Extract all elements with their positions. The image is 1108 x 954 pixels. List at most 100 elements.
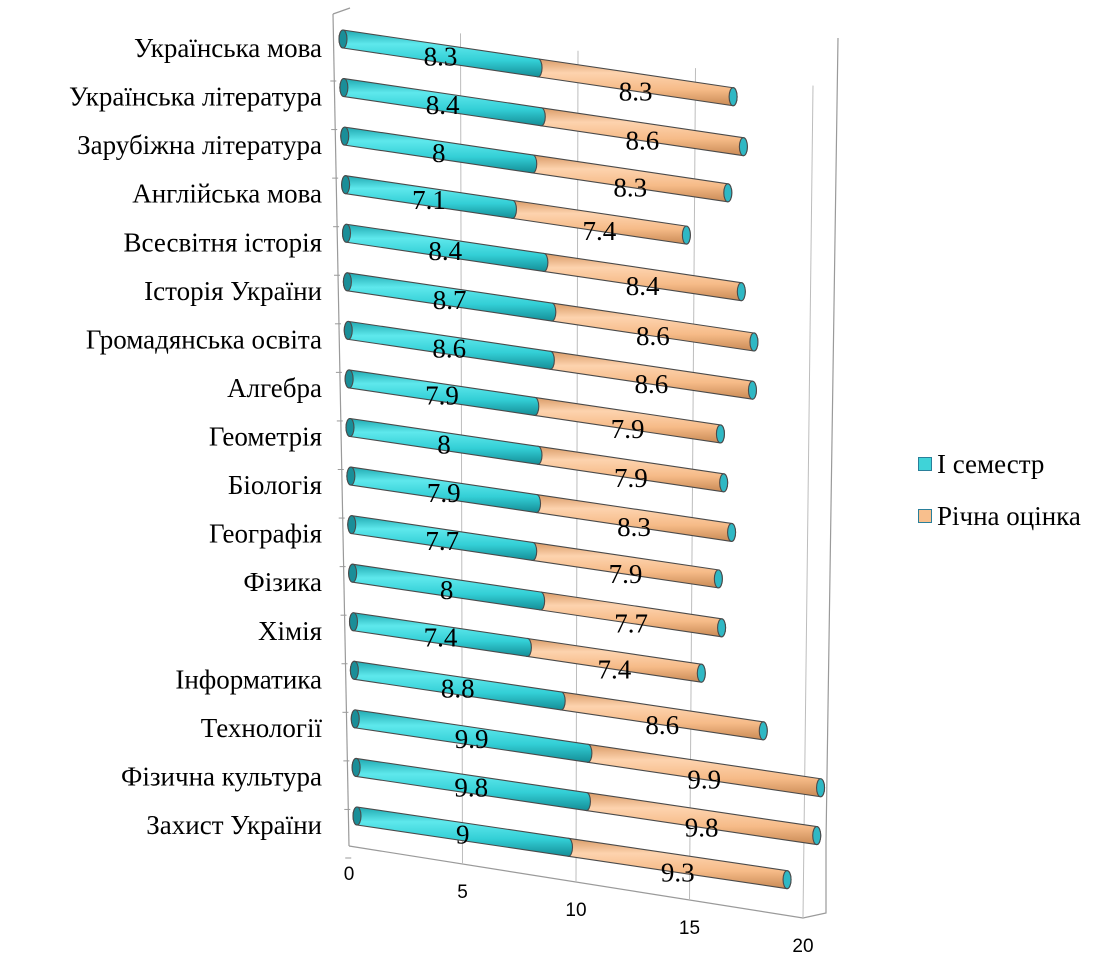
value-label-semester: 7.4: [424, 623, 458, 653]
category-label: Українська мова: [134, 33, 322, 63]
category-label: Технології: [201, 713, 323, 743]
legend-label-annual: Річна оцінка: [937, 500, 1081, 531]
value-label-semester: 7.9: [425, 381, 459, 411]
value-label-annual: 8.3: [619, 76, 653, 106]
value-label-semester: 8: [437, 429, 451, 459]
bar-end-cap: [696, 663, 706, 683]
value-label-semester: 7.1: [412, 185, 446, 215]
bar-end-cap: [736, 282, 746, 302]
value-label-semester: 8: [440, 575, 454, 605]
legend-label-semester: І семестр: [937, 448, 1045, 479]
category-label: Зарубіжна література: [77, 130, 322, 160]
category-label: Інформатика: [175, 664, 322, 694]
bar-end-cap: [723, 183, 733, 203]
bar-end-cap: [338, 29, 348, 49]
bar-end-cap: [812, 826, 822, 846]
value-label-annual: 7.9: [609, 559, 643, 589]
category-label: Хімія: [258, 616, 322, 646]
legend-item-annual: Річна оцінка: [918, 490, 1081, 542]
bar-end-cap: [352, 806, 362, 826]
x-tick-label: 10: [565, 900, 586, 921]
bar-end-cap: [343, 320, 353, 340]
bar-end-cap: [340, 126, 350, 146]
bar-end-cap: [713, 569, 723, 589]
x-tick-label: 0: [344, 864, 355, 885]
category-label: Геометрія: [209, 422, 322, 452]
value-label-annual: 7.4: [583, 216, 617, 246]
category-label: Громадянська освіта: [86, 324, 322, 354]
value-label-annual: 8.3: [617, 512, 651, 542]
value-label-annual: 9.8: [685, 813, 719, 843]
value-label-annual: 8.3: [613, 172, 647, 202]
legend-swatch-semester: [918, 457, 932, 471]
value-label-semester: 9.8: [454, 772, 488, 802]
value-label-semester: 7.9: [427, 478, 461, 508]
bar-end-cap: [348, 612, 359, 632]
floor-outline: [348, 37, 839, 919]
x-tick-label: 15: [679, 918, 700, 939]
bar-end-cap: [345, 417, 355, 438]
back-wall-top: [332, 7, 351, 15]
bar-end-cap: [350, 709, 360, 729]
bar-end-cap: [348, 563, 358, 583]
value-label-annual: 7.4: [597, 654, 631, 684]
value-label-annual: 9.3: [661, 857, 695, 887]
bar-end-cap: [758, 721, 768, 741]
value-label-semester: 8.8: [441, 674, 475, 704]
value-label-semester: 9: [456, 820, 470, 850]
bar-end-cap: [681, 225, 691, 245]
category-label: Захист України: [146, 810, 322, 840]
category-label: Англійська мова: [132, 179, 322, 209]
value-label-semester: 8.3: [424, 41, 458, 71]
bar-end-cap: [342, 272, 352, 292]
value-label-annual: 9.9: [687, 765, 721, 795]
bar-end-cap: [715, 424, 725, 444]
value-label-annual: 7.9: [614, 463, 648, 493]
category-axis-line: [332, 13, 350, 847]
category-label: Фізична культура: [121, 761, 322, 791]
bar-end-cap: [341, 223, 352, 243]
value-label-annual: 8.6: [625, 126, 659, 156]
bar-end-cap: [717, 618, 727, 638]
category-label: Фізика: [243, 567, 322, 597]
bar-end-cap: [351, 757, 361, 777]
legend-swatch-annual: [918, 509, 932, 523]
category-label: Українська література: [69, 82, 322, 112]
value-label-semester: 7.7: [425, 526, 459, 556]
category-label: Алгебра: [227, 373, 322, 403]
bar-end-cap: [747, 380, 758, 400]
bar-end-cap: [738, 137, 748, 157]
value-label-semester: 9.9: [455, 724, 489, 754]
labels: 0 5 10 15 20 Українська мова Українська літера…: [69, 33, 814, 954]
x-tick-label: 5: [457, 882, 468, 903]
category-label: Біологія: [228, 470, 322, 500]
bar-end-cap: [782, 870, 792, 890]
bars: [338, 29, 826, 890]
value-label-annual: 8.6: [645, 710, 679, 740]
value-label-annual: 8.6: [636, 321, 670, 351]
bar-end-cap: [349, 660, 359, 680]
value-label-annual: 8.4: [626, 271, 660, 301]
value-label-annual: 8.6: [635, 369, 669, 399]
value-label-semester: 8: [432, 138, 446, 168]
legend: І семестр Річна оцінка: [918, 438, 1081, 542]
bar-end-cap: [341, 175, 351, 195]
bar-end-cap: [727, 522, 737, 542]
bar-end-cap: [719, 473, 729, 493]
category-label: Всесвітня історія: [124, 227, 322, 257]
legend-item-semester: І семестр: [918, 438, 1081, 490]
bar-end-cap: [346, 466, 356, 486]
bar-end-cap: [339, 78, 349, 98]
category-label: Історія України: [144, 276, 322, 306]
bar-end-cap: [347, 515, 357, 535]
x-tick-label: 20: [792, 936, 813, 954]
value-label-semester: 8.4: [426, 90, 460, 120]
category-label: Географія: [209, 519, 322, 549]
bar-end-cap: [728, 87, 738, 107]
bar-end-cap: [749, 332, 759, 352]
bar-end-cap: [815, 778, 826, 798]
value-label-annual: 7.7: [614, 608, 648, 638]
value-label-semester: 8.6: [432, 333, 466, 363]
value-label-annual: 7.9: [611, 414, 645, 444]
